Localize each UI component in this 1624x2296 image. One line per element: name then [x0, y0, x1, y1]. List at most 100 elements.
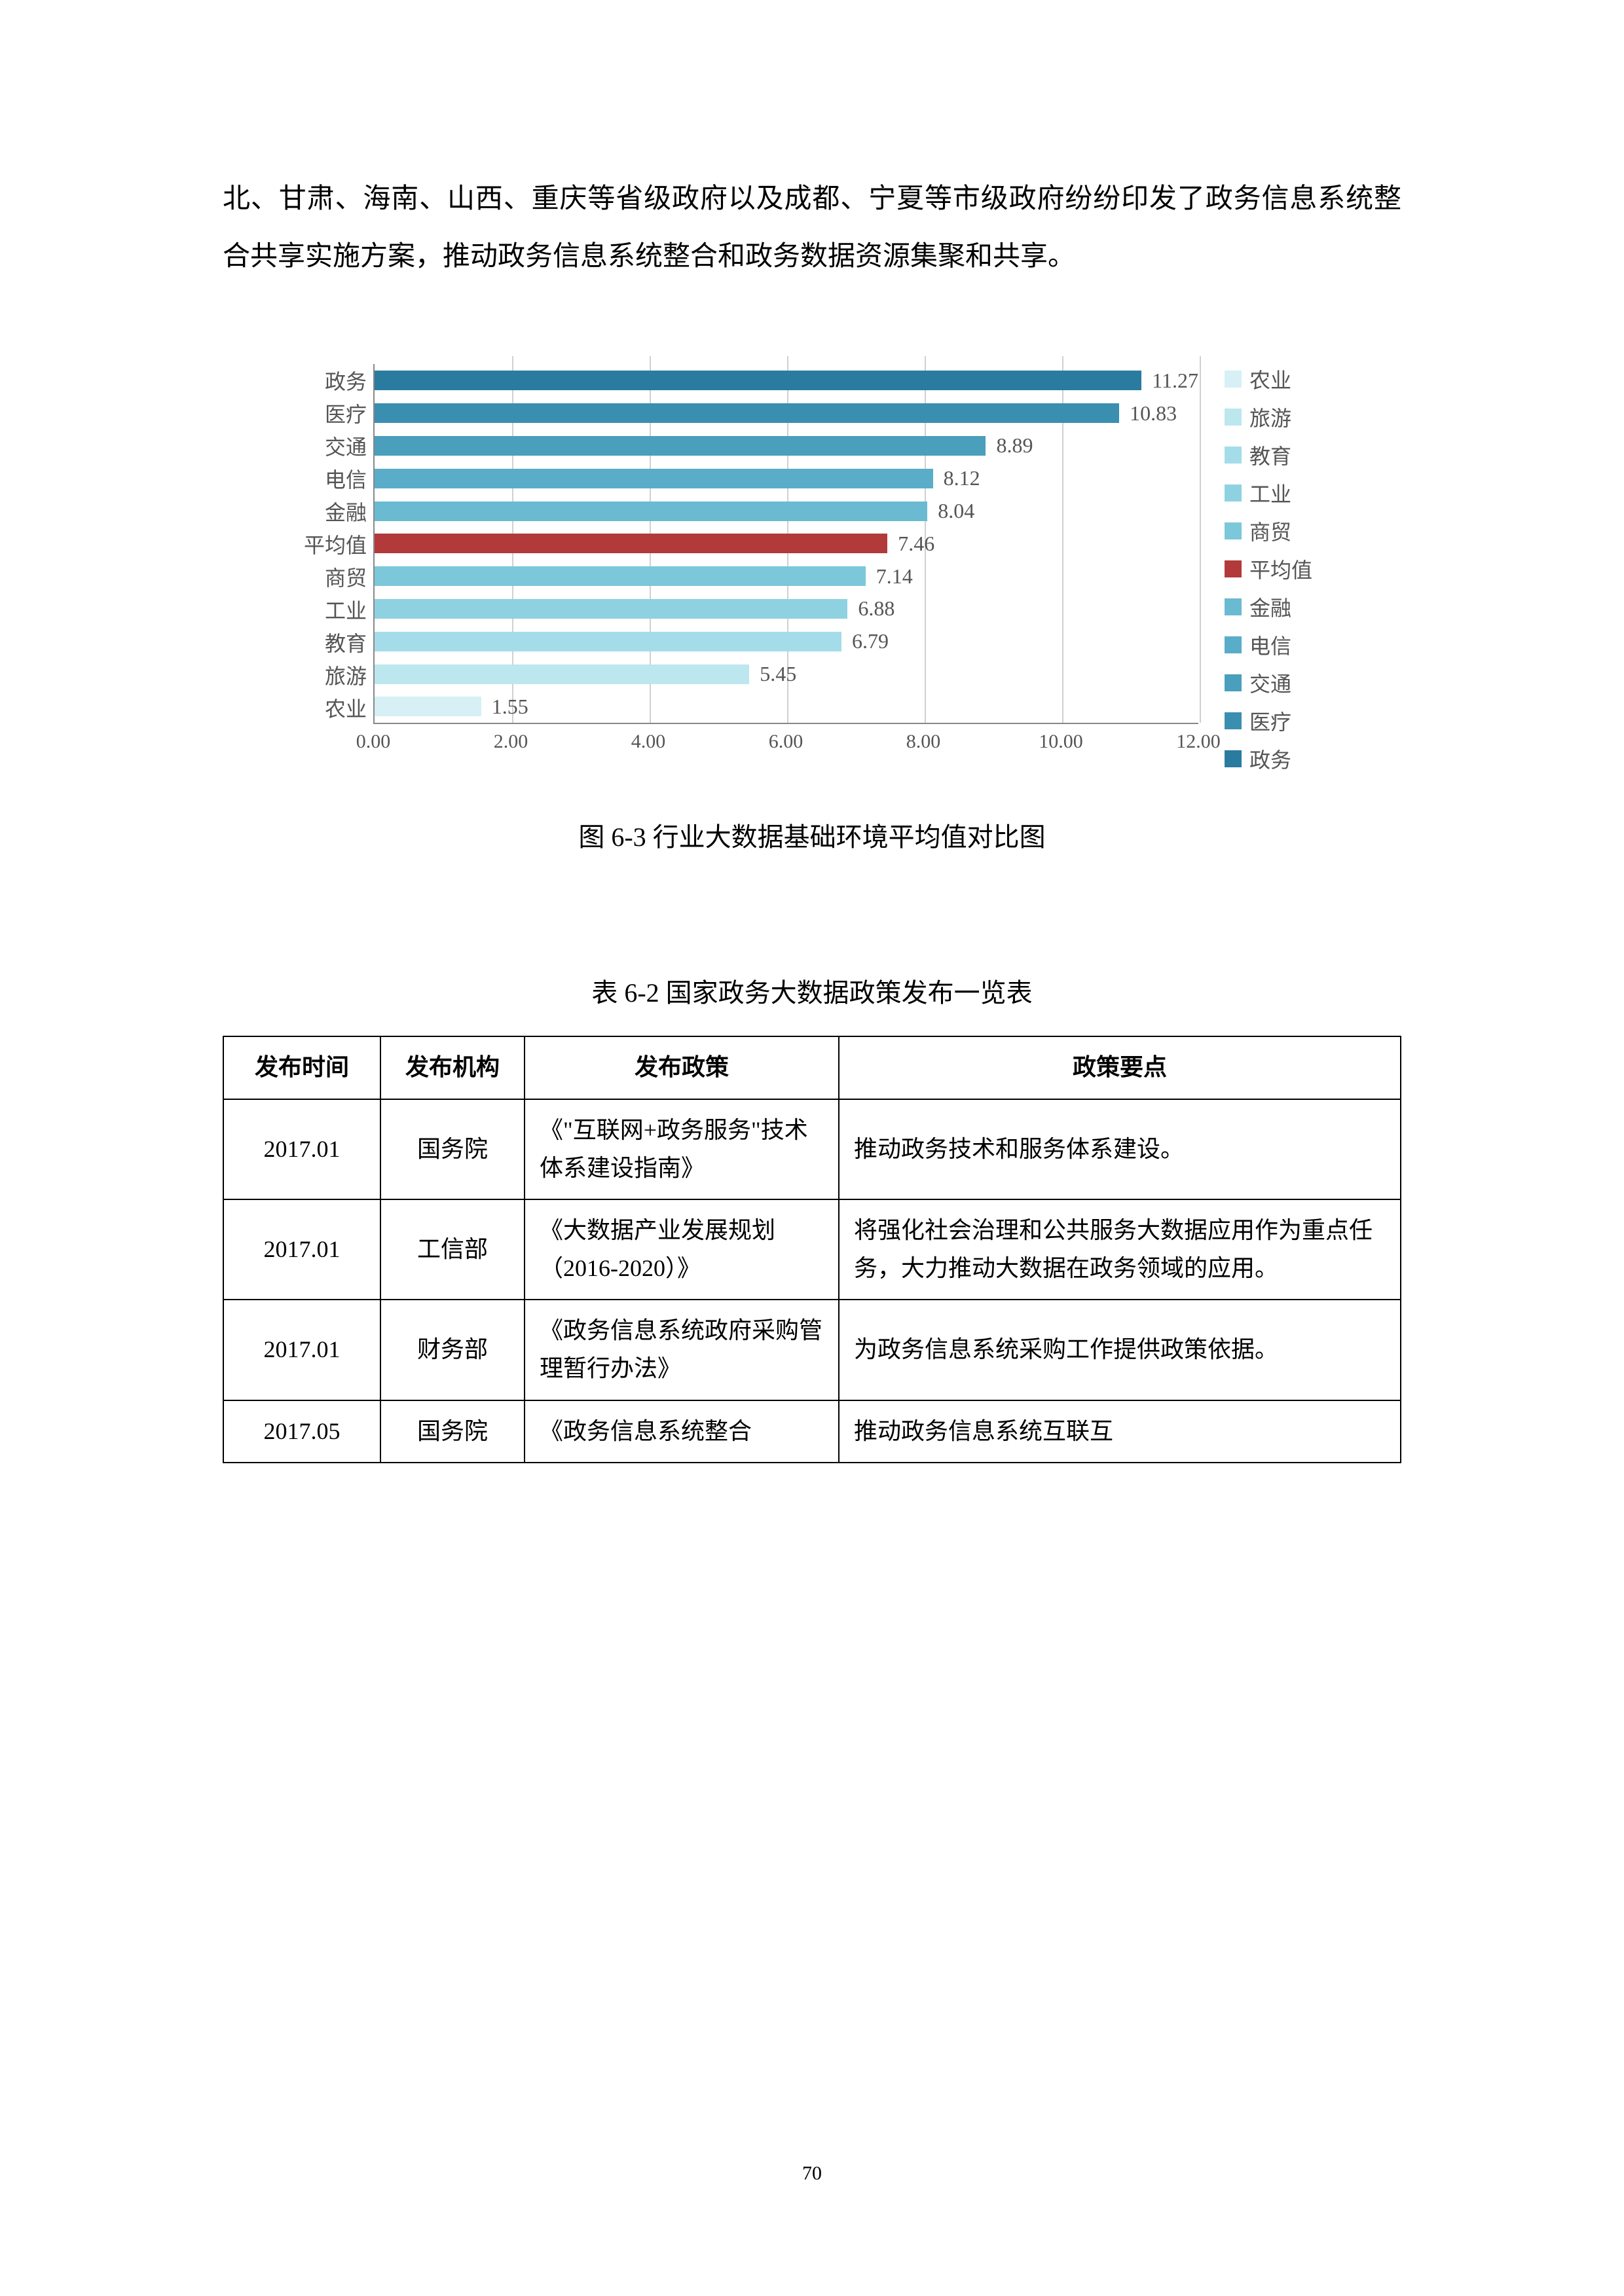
- legend-swatch: [1225, 712, 1242, 729]
- legend-swatch: [1225, 409, 1242, 426]
- legend-item: 农业: [1225, 364, 1336, 394]
- bar-value-label: 1.55: [492, 695, 528, 719]
- bar-value-label: 8.89: [996, 433, 1033, 458]
- legend-label: 旅游: [1249, 402, 1291, 432]
- y-axis-category: 金融: [262, 496, 367, 526]
- legend-swatch: [1225, 674, 1242, 691]
- body-paragraph: 北、甘肃、海南、山西、重庆等省级政府以及成都、宁夏等市级政府纷纷印发了政务信息系…: [223, 170, 1401, 285]
- bar: [375, 371, 1141, 390]
- bar-row: 8.89: [375, 434, 1198, 458]
- chart-caption: 图 6-3 行业大数据基础环境平均值对比图: [262, 816, 1362, 854]
- legend-swatch: [1225, 446, 1242, 464]
- table-cell: 《政务信息系统整合: [525, 1400, 839, 1463]
- table-cell: 国务院: [380, 1099, 525, 1199]
- table-cell: 推动政务技术和服务体系建设。: [839, 1099, 1401, 1199]
- bar: [375, 566, 866, 586]
- chart-legend: 农业旅游教育工业商贸平均值金融电信交通医疗政务: [1205, 364, 1336, 782]
- bar-value-label: 8.04: [938, 499, 974, 523]
- bar-row: 5.45: [375, 663, 1198, 686]
- bar-row: 7.46: [375, 532, 1198, 555]
- bar-value-label: 10.83: [1130, 401, 1177, 426]
- legend-label: 医疗: [1249, 706, 1291, 736]
- bar-row: 8.04: [375, 500, 1198, 523]
- bar-value-label: 7.46: [898, 532, 934, 556]
- table-cell: 《大数据产业发展规划（2016-2020）》: [525, 1199, 839, 1300]
- legend-item: 交通: [1225, 668, 1336, 698]
- legend-swatch: [1225, 598, 1242, 615]
- bar: [375, 665, 749, 684]
- legend-label: 平均值: [1249, 554, 1312, 584]
- y-axis-category: 农业: [262, 693, 367, 723]
- table-row: 2017.05国务院《政务信息系统整合推动政务信息系统互联互: [223, 1400, 1401, 1463]
- legend-item: 平均值: [1225, 554, 1336, 584]
- x-axis-tick: 2.00: [494, 731, 528, 753]
- table-cell: 2017.01: [223, 1099, 380, 1199]
- y-axis-category: 工业: [262, 594, 367, 625]
- table-cell: 工信部: [380, 1199, 525, 1300]
- x-axis-tick: 10.00: [1039, 731, 1083, 753]
- table-header-cell: 发布机构: [380, 1036, 525, 1099]
- table-caption: 表 6-2 国家政务大数据政策发布一览表: [223, 972, 1401, 1010]
- bar-row: 7.14: [375, 564, 1198, 588]
- legend-item: 旅游: [1225, 402, 1336, 432]
- bar: [375, 697, 481, 716]
- legend-swatch: [1225, 522, 1242, 539]
- x-axis-tick: 12.00: [1176, 731, 1221, 753]
- legend-swatch: [1225, 750, 1242, 767]
- table-row: 2017.01国务院《"互联网+政务服务"技术体系建设指南》推动政务技术和服务体…: [223, 1099, 1401, 1199]
- y-axis-category: 教育: [262, 627, 367, 657]
- bar: [375, 436, 986, 456]
- bar-row: 6.88: [375, 597, 1198, 621]
- y-axis-category: 电信: [262, 464, 367, 494]
- bar-row: 8.12: [375, 467, 1198, 490]
- legend-item: 教育: [1225, 440, 1336, 470]
- y-axis-category: 平均值: [262, 529, 367, 559]
- bar-value-label: 5.45: [760, 662, 796, 686]
- bar: [375, 599, 847, 619]
- legend-item: 金融: [1225, 592, 1336, 622]
- bar-row: 10.83: [375, 401, 1198, 425]
- bar: [375, 501, 927, 521]
- legend-swatch: [1225, 484, 1242, 501]
- y-axis-category: 医疗: [262, 398, 367, 428]
- bar: [375, 632, 841, 651]
- table-cell: 推动政务信息系统互联互: [839, 1400, 1401, 1463]
- legend-label: 工业: [1249, 478, 1291, 508]
- legend-item: 政务: [1225, 744, 1336, 774]
- legend-item: 工业: [1225, 478, 1336, 508]
- table-header-cell: 发布时间: [223, 1036, 380, 1099]
- table-cell: 为政务信息系统采购工作提供政策依据。: [839, 1300, 1401, 1400]
- table-6-2: 表 6-2 国家政务大数据政策发布一览表 发布时间发布机构发布政策政策要点 20…: [223, 972, 1401, 1463]
- bar: [375, 534, 887, 553]
- x-axis-tick: 8.00: [906, 731, 941, 753]
- table-header-cell: 政策要点: [839, 1036, 1401, 1099]
- bar: [375, 403, 1119, 423]
- table-cell: 2017.01: [223, 1300, 380, 1400]
- legend-label: 交通: [1249, 668, 1291, 698]
- bar: [375, 469, 933, 488]
- table-cell: 将强化社会治理和公共服务大数据应用作为重点任务，大力推动大数据在政务领域的应用。: [839, 1199, 1401, 1300]
- legend-item: 电信: [1225, 630, 1336, 660]
- legend-label: 农业: [1249, 364, 1291, 394]
- bar-value-label: 6.79: [852, 629, 889, 653]
- legend-swatch: [1225, 560, 1242, 577]
- x-axis-tick: 6.00: [769, 731, 803, 753]
- legend-item: 商贸: [1225, 516, 1336, 546]
- y-axis-category: 旅游: [262, 660, 367, 690]
- bar-row: 6.79: [375, 630, 1198, 653]
- bar-value-label: 6.88: [858, 596, 895, 621]
- table-cell: 2017.01: [223, 1199, 380, 1300]
- legend-swatch: [1225, 371, 1242, 388]
- table-header-cell: 发布政策: [525, 1036, 839, 1099]
- table-cell: 国务院: [380, 1400, 525, 1463]
- x-axis-tick: 0.00: [356, 731, 391, 753]
- y-axis-category: 政务: [262, 365, 367, 395]
- legend-label: 政务: [1249, 744, 1291, 774]
- legend-label: 教育: [1249, 440, 1291, 470]
- table-cell: 2017.05: [223, 1400, 380, 1463]
- chart-6-3: 政务医疗交通电信金融平均值商贸工业教育旅游农业 11.2710.838.898.…: [262, 364, 1362, 854]
- page-number: 70: [0, 2162, 1624, 2185]
- table-cell: 财务部: [380, 1300, 525, 1400]
- table-row: 2017.01工信部《大数据产业发展规划（2016-2020）》将强化社会治理和…: [223, 1199, 1401, 1300]
- bar-row: 1.55: [375, 695, 1198, 718]
